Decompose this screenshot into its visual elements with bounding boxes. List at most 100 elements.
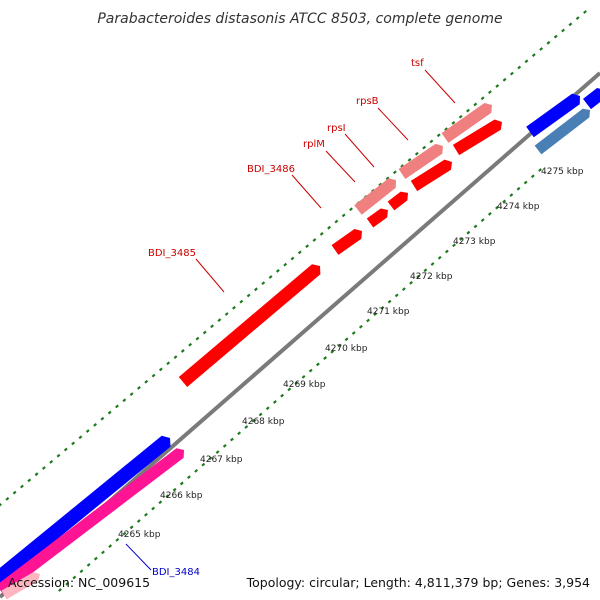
inner-tick-dot xyxy=(452,243,456,248)
gene-feature[interactable] xyxy=(387,191,408,211)
inner-tick-dot xyxy=(480,218,485,223)
gene-feature[interactable] xyxy=(583,87,600,110)
tick-dot-rows xyxy=(0,10,587,592)
tick-label: 4269 kbp xyxy=(283,380,326,390)
inner-tick-dot xyxy=(473,224,478,229)
inner-tick-dot xyxy=(538,168,542,172)
outer-tick-dot xyxy=(210,324,214,329)
outer-tick-dot xyxy=(188,342,193,347)
gene-leader-line xyxy=(125,543,152,571)
outer-tick-dot xyxy=(34,472,39,477)
inner-tick-dot xyxy=(315,362,320,367)
gene-feature[interactable] xyxy=(178,264,321,387)
outer-tick-dot xyxy=(488,90,492,94)
outer-tick-dot xyxy=(100,416,105,421)
inner-tick-dot xyxy=(487,211,492,216)
outer-tick-dot xyxy=(392,170,397,175)
tick-labels: 4265 kbp 4266 kbp 4267 kbp 4268 kbp 4269 kbp… xyxy=(118,167,584,540)
genome-summary-text: Topology: circular; Length: 4,811,379 bp… xyxy=(246,575,590,590)
outer-tick-dot xyxy=(451,121,456,125)
inner-tick-dot xyxy=(330,349,335,354)
outer-tick-dot xyxy=(575,16,580,21)
outer-tick-dot xyxy=(480,96,485,101)
outer-tick-dot xyxy=(78,435,83,440)
gene-leader-line xyxy=(424,69,456,104)
gene-label[interactable]: tsf xyxy=(411,58,424,69)
inner-tick-dot xyxy=(201,462,206,467)
inner-tick-dot xyxy=(194,469,199,473)
outer-tick-dot xyxy=(422,145,427,150)
outer-tick-dot xyxy=(268,275,273,279)
gene-feature[interactable] xyxy=(0,435,171,591)
inner-tick-dot xyxy=(208,456,213,461)
inner-tick-dot xyxy=(136,519,141,523)
tick-label: 4275 kbp xyxy=(541,167,584,177)
inner-tick-dot xyxy=(344,337,349,342)
outer-tick-dot xyxy=(93,423,97,427)
inner-tick-dot xyxy=(366,318,370,323)
gene-label[interactable]: BDI_3484 xyxy=(152,567,200,578)
outer-tick-dot xyxy=(400,164,405,168)
outer-tick-dot xyxy=(378,182,383,187)
gene-feature[interactable] xyxy=(526,93,580,138)
outer-tick-dot xyxy=(553,34,558,39)
outer-tick-dot xyxy=(56,453,61,458)
inner-tick-dot xyxy=(272,400,277,404)
outer-tick-dot xyxy=(63,447,68,452)
gene-label[interactable]: rplM xyxy=(303,139,325,150)
inner-tick-dot xyxy=(495,205,499,210)
inner-tick-dot xyxy=(101,550,105,555)
inner-tick-dot xyxy=(179,481,184,486)
inner-tick-dot xyxy=(466,230,471,235)
gene-feature[interactable] xyxy=(441,102,492,143)
gene-feature[interactable] xyxy=(452,119,502,156)
outer-tick-dot xyxy=(312,238,317,242)
outer-tick-dot xyxy=(429,139,434,144)
tick-label: 4268 kbp xyxy=(242,417,285,427)
inner-tick-dot xyxy=(358,324,363,329)
inner-tick-dot xyxy=(437,255,442,260)
tick-label: 4267 kbp xyxy=(200,455,243,465)
outer-tick-dot xyxy=(261,281,266,286)
outer-tick-dot xyxy=(290,256,295,261)
inner-tick-dot xyxy=(129,525,134,530)
outer-tick-dot xyxy=(531,53,536,58)
outer-tick-dot xyxy=(49,459,54,464)
outer-tick-dot xyxy=(195,336,200,341)
gene-feature[interactable] xyxy=(354,178,396,215)
gene-label[interactable]: BDI_3485 xyxy=(148,248,196,259)
outer-tick-dot xyxy=(546,40,551,45)
outer-tick-dot xyxy=(180,349,185,353)
outer-tick-dot xyxy=(305,244,310,249)
inner-tick-dot xyxy=(380,306,385,310)
tick-label: 4270 kbp xyxy=(325,344,368,354)
gene-feature[interactable] xyxy=(366,208,388,228)
outer-tick-dot xyxy=(129,392,134,396)
inner-tick-dot xyxy=(79,569,84,574)
inner-tick-dot xyxy=(244,425,249,429)
outer-tick-dot xyxy=(224,312,229,316)
gene-feature[interactable] xyxy=(1,572,41,600)
inner-tick-dot xyxy=(523,180,528,185)
gene-feature[interactable] xyxy=(534,108,590,155)
accession-text: Accession: NC_009615 xyxy=(8,575,150,590)
inner-tick-dot xyxy=(187,475,191,480)
inner-tick-dot xyxy=(237,431,242,436)
gene-feature[interactable] xyxy=(398,143,443,179)
inner-tick-dot xyxy=(301,374,306,379)
gene-label[interactable]: rpsB xyxy=(356,96,379,107)
outer-tick-dot xyxy=(246,293,251,298)
gene-label[interactable]: rpsI xyxy=(327,123,346,134)
outer-tick-dot xyxy=(217,318,222,323)
gene-feature[interactable] xyxy=(0,448,184,595)
gene-feature[interactable] xyxy=(410,159,452,192)
gene-label[interactable]: BDI_3486 xyxy=(247,164,295,175)
gene-feature[interactable] xyxy=(331,228,362,255)
outer-tick-dot xyxy=(166,361,171,366)
inner-tick-dot xyxy=(122,531,127,536)
inner-tick-dot xyxy=(308,368,313,373)
outer-tick-dot xyxy=(71,441,76,446)
outer-tick-dot xyxy=(5,496,10,501)
outer-tick-dot xyxy=(341,213,346,218)
